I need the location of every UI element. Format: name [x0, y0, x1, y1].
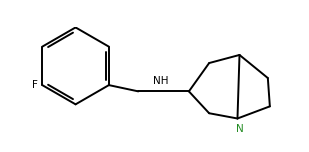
Text: F: F — [32, 80, 37, 90]
Text: N: N — [236, 124, 243, 134]
Text: NH: NH — [153, 76, 168, 86]
